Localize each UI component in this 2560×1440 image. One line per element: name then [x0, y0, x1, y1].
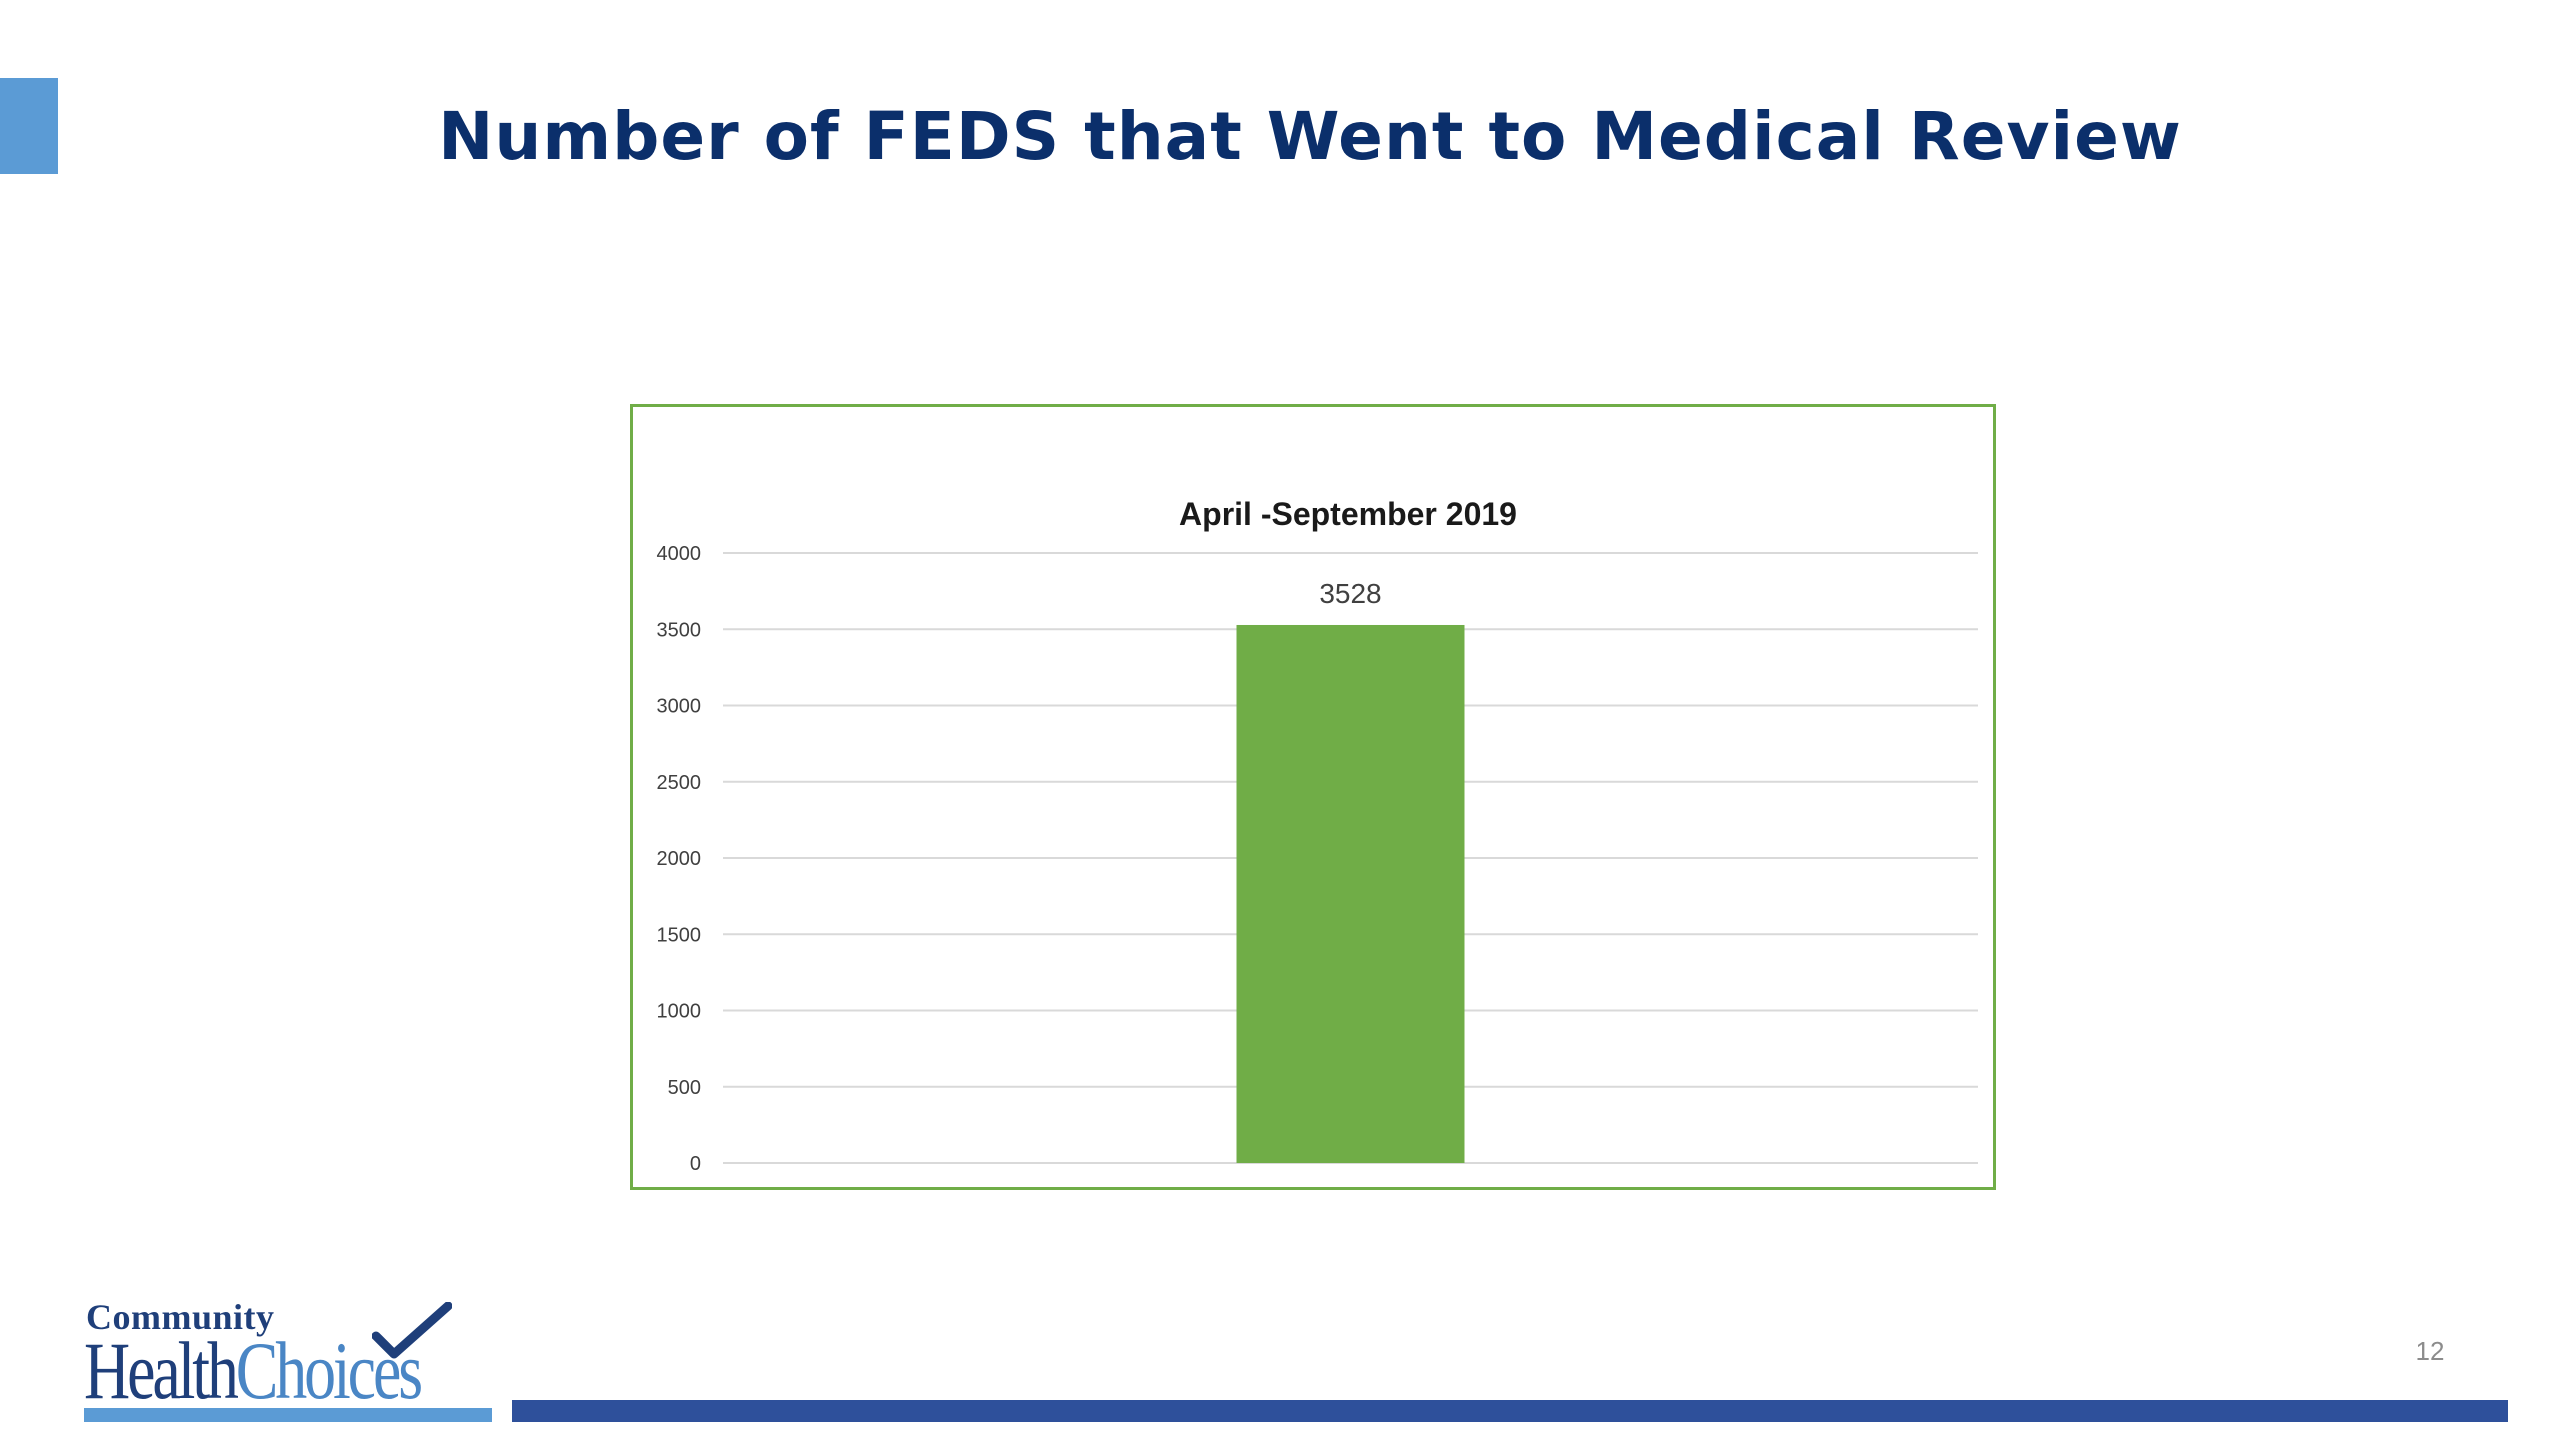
- accent-block: [0, 78, 58, 174]
- community-health-choices-logo: Community HealthChoices: [84, 1296, 494, 1426]
- y-tick-label: 0: [690, 1153, 701, 1175]
- logo-underline-bar: [84, 1408, 492, 1422]
- chart-title: April -September 2019: [1179, 496, 1517, 532]
- slide-title: Number of FEDS that Went to Medical Revi…: [438, 98, 2182, 175]
- logo-wordmark: HealthChoices: [84, 1330, 423, 1412]
- logo-community-text: Community: [86, 1297, 275, 1337]
- y-tick-label: 2500: [657, 772, 702, 794]
- y-tick-label: 1000: [657, 1001, 702, 1023]
- y-tick-label: 3500: [657, 619, 702, 641]
- y-tick-label: 4000: [657, 543, 702, 565]
- y-tick-label: 500: [668, 1077, 701, 1099]
- page-number: 12: [2415, 1336, 2445, 1366]
- logo-health-text: Health: [84, 1325, 239, 1416]
- data-label: 3528: [1319, 578, 1381, 609]
- y-tick-label: 2000: [657, 848, 702, 870]
- y-axis-ticks: 0 500 1000 1500 2000 2500 3000 3500 4000: [657, 543, 702, 1175]
- footer-bar: [512, 1400, 2508, 1422]
- logo-choices-text: Choices: [235, 1325, 423, 1416]
- checkmark-icon: [372, 1302, 452, 1359]
- bars: [1236, 624, 1465, 1163]
- data-labels: 3528: [1319, 578, 1381, 609]
- y-tick-label: 3000: [657, 696, 702, 718]
- chart-container: 0 500 1000 1500 2000 2500 3000 3500 4000 3528 Ap…: [630, 404, 1996, 1190]
- y-tick-label: 1500: [657, 924, 702, 946]
- bar-chart: 0 500 1000 1500 2000 2500 3000 3500 4000 3528 Ap…: [657, 496, 1978, 1175]
- bar: [1236, 624, 1465, 1163]
